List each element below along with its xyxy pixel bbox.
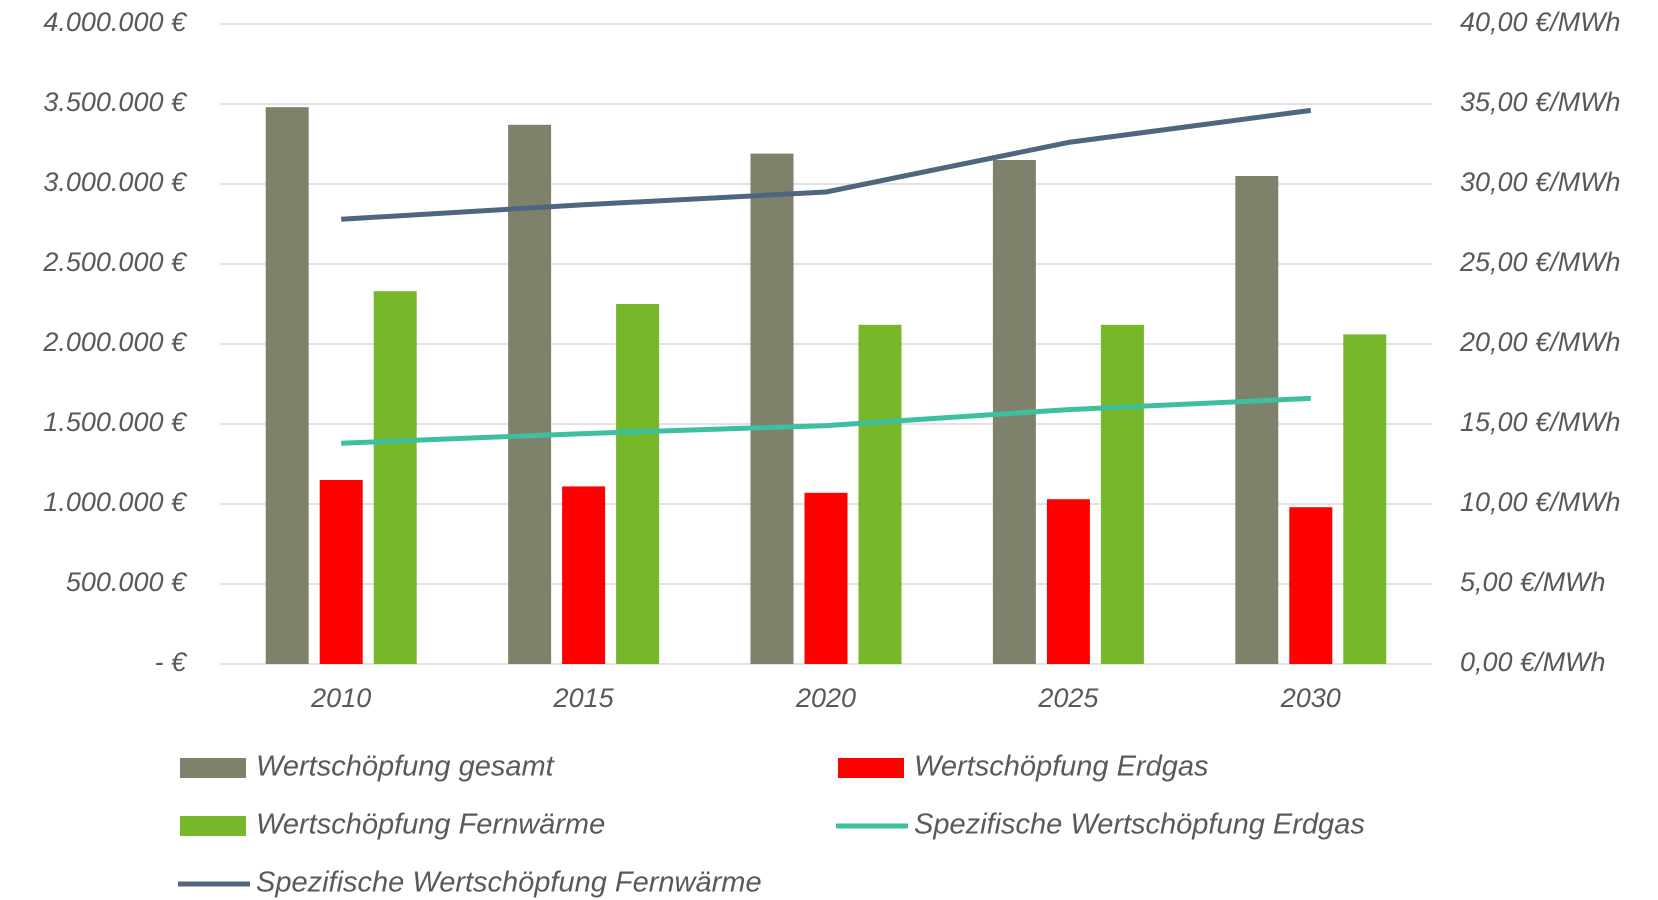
bar xyxy=(265,107,309,664)
y-tick-label: - € xyxy=(154,647,187,677)
bar xyxy=(319,480,363,664)
legend-swatch xyxy=(838,758,904,778)
y2-tick-label: 20,00 €/MWh xyxy=(1459,327,1621,357)
legend-label: Wertschöpfung Fernwärme xyxy=(256,809,605,841)
y-tick-label: 1.500.000 € xyxy=(43,407,188,437)
line xyxy=(341,395,1311,446)
legend-label: Wertschöpfung Erdgas xyxy=(914,751,1208,783)
y-tick-label: 4.000.000 € xyxy=(43,7,188,37)
bar xyxy=(1343,334,1387,664)
y-tick-label: 3.500.000 € xyxy=(43,87,188,117)
y2-tick-label: 30,00 €/MWh xyxy=(1460,167,1621,197)
y-tick-label: 1.000.000 € xyxy=(43,487,188,517)
y-tick-label: 2.500.000 € xyxy=(42,247,188,277)
y2-tick-label: 40,00 €/MWh xyxy=(1460,7,1621,37)
y2-tick-label: 15,00 €/MWh xyxy=(1460,407,1621,437)
y2-tick-label: 35,00 €/MWh xyxy=(1460,87,1621,117)
bar xyxy=(750,153,794,664)
y2-tick-label: 0,00 €/MWh xyxy=(1460,647,1606,677)
bar xyxy=(508,124,552,665)
legend-label: Wertschöpfung gesamt xyxy=(256,751,556,783)
bar xyxy=(1100,324,1144,664)
bar xyxy=(562,486,606,664)
legend-swatch xyxy=(180,816,246,836)
bar xyxy=(616,304,660,664)
x-tick-label: 2010 xyxy=(310,683,371,713)
x-tick-label: 2025 xyxy=(1037,683,1099,713)
y-tick-label: 500.000 € xyxy=(66,567,188,597)
y2-tick-label: 25,00 €/MWh xyxy=(1459,247,1621,277)
legend-swatch xyxy=(180,758,246,778)
bar xyxy=(1046,499,1090,664)
x-tick-label: 2015 xyxy=(553,683,615,713)
y2-tick-label: 5,00 €/MWh xyxy=(1460,567,1606,597)
bar xyxy=(804,492,848,664)
x-tick-label: 2020 xyxy=(795,683,856,713)
line xyxy=(341,107,1312,222)
y-tick-label: 3.000.000 € xyxy=(43,167,188,197)
bar xyxy=(373,291,417,664)
bar xyxy=(1235,176,1279,664)
legend-label: Spezifische Wertschöpfung Erdgas xyxy=(914,809,1365,841)
bar xyxy=(858,324,902,664)
y2-tick-label: 10,00 €/MWh xyxy=(1460,487,1621,517)
legend-label: Spezifische Wertschöpfung Fernwärme xyxy=(256,867,762,899)
bar xyxy=(1289,507,1333,664)
y-tick-label: 2.000.000 € xyxy=(42,327,188,357)
x-tick-label: 2030 xyxy=(1280,683,1341,713)
